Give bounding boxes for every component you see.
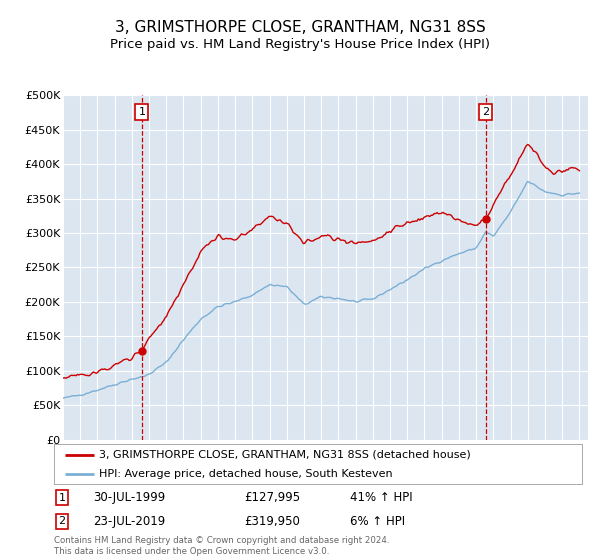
Text: 2: 2 [58, 516, 65, 526]
Text: Contains HM Land Registry data © Crown copyright and database right 2024.
This d: Contains HM Land Registry data © Crown c… [54, 536, 389, 556]
Text: 3, GRIMSTHORPE CLOSE, GRANTHAM, NG31 8SS: 3, GRIMSTHORPE CLOSE, GRANTHAM, NG31 8SS [115, 20, 485, 35]
Text: 23-JUL-2019: 23-JUL-2019 [94, 515, 166, 528]
Text: £127,995: £127,995 [244, 491, 300, 504]
Text: 1: 1 [58, 493, 65, 503]
Text: HPI: Average price, detached house, South Kesteven: HPI: Average price, detached house, Sout… [99, 469, 392, 479]
Text: 2: 2 [482, 107, 490, 116]
Text: £319,950: £319,950 [244, 515, 300, 528]
Text: 1: 1 [139, 107, 145, 116]
Text: Price paid vs. HM Land Registry's House Price Index (HPI): Price paid vs. HM Land Registry's House … [110, 38, 490, 51]
Text: 41% ↑ HPI: 41% ↑ HPI [350, 491, 412, 504]
Text: 3, GRIMSTHORPE CLOSE, GRANTHAM, NG31 8SS (detached house): 3, GRIMSTHORPE CLOSE, GRANTHAM, NG31 8SS… [99, 450, 470, 460]
Text: 30-JUL-1999: 30-JUL-1999 [94, 491, 166, 504]
Text: 6% ↑ HPI: 6% ↑ HPI [350, 515, 405, 528]
